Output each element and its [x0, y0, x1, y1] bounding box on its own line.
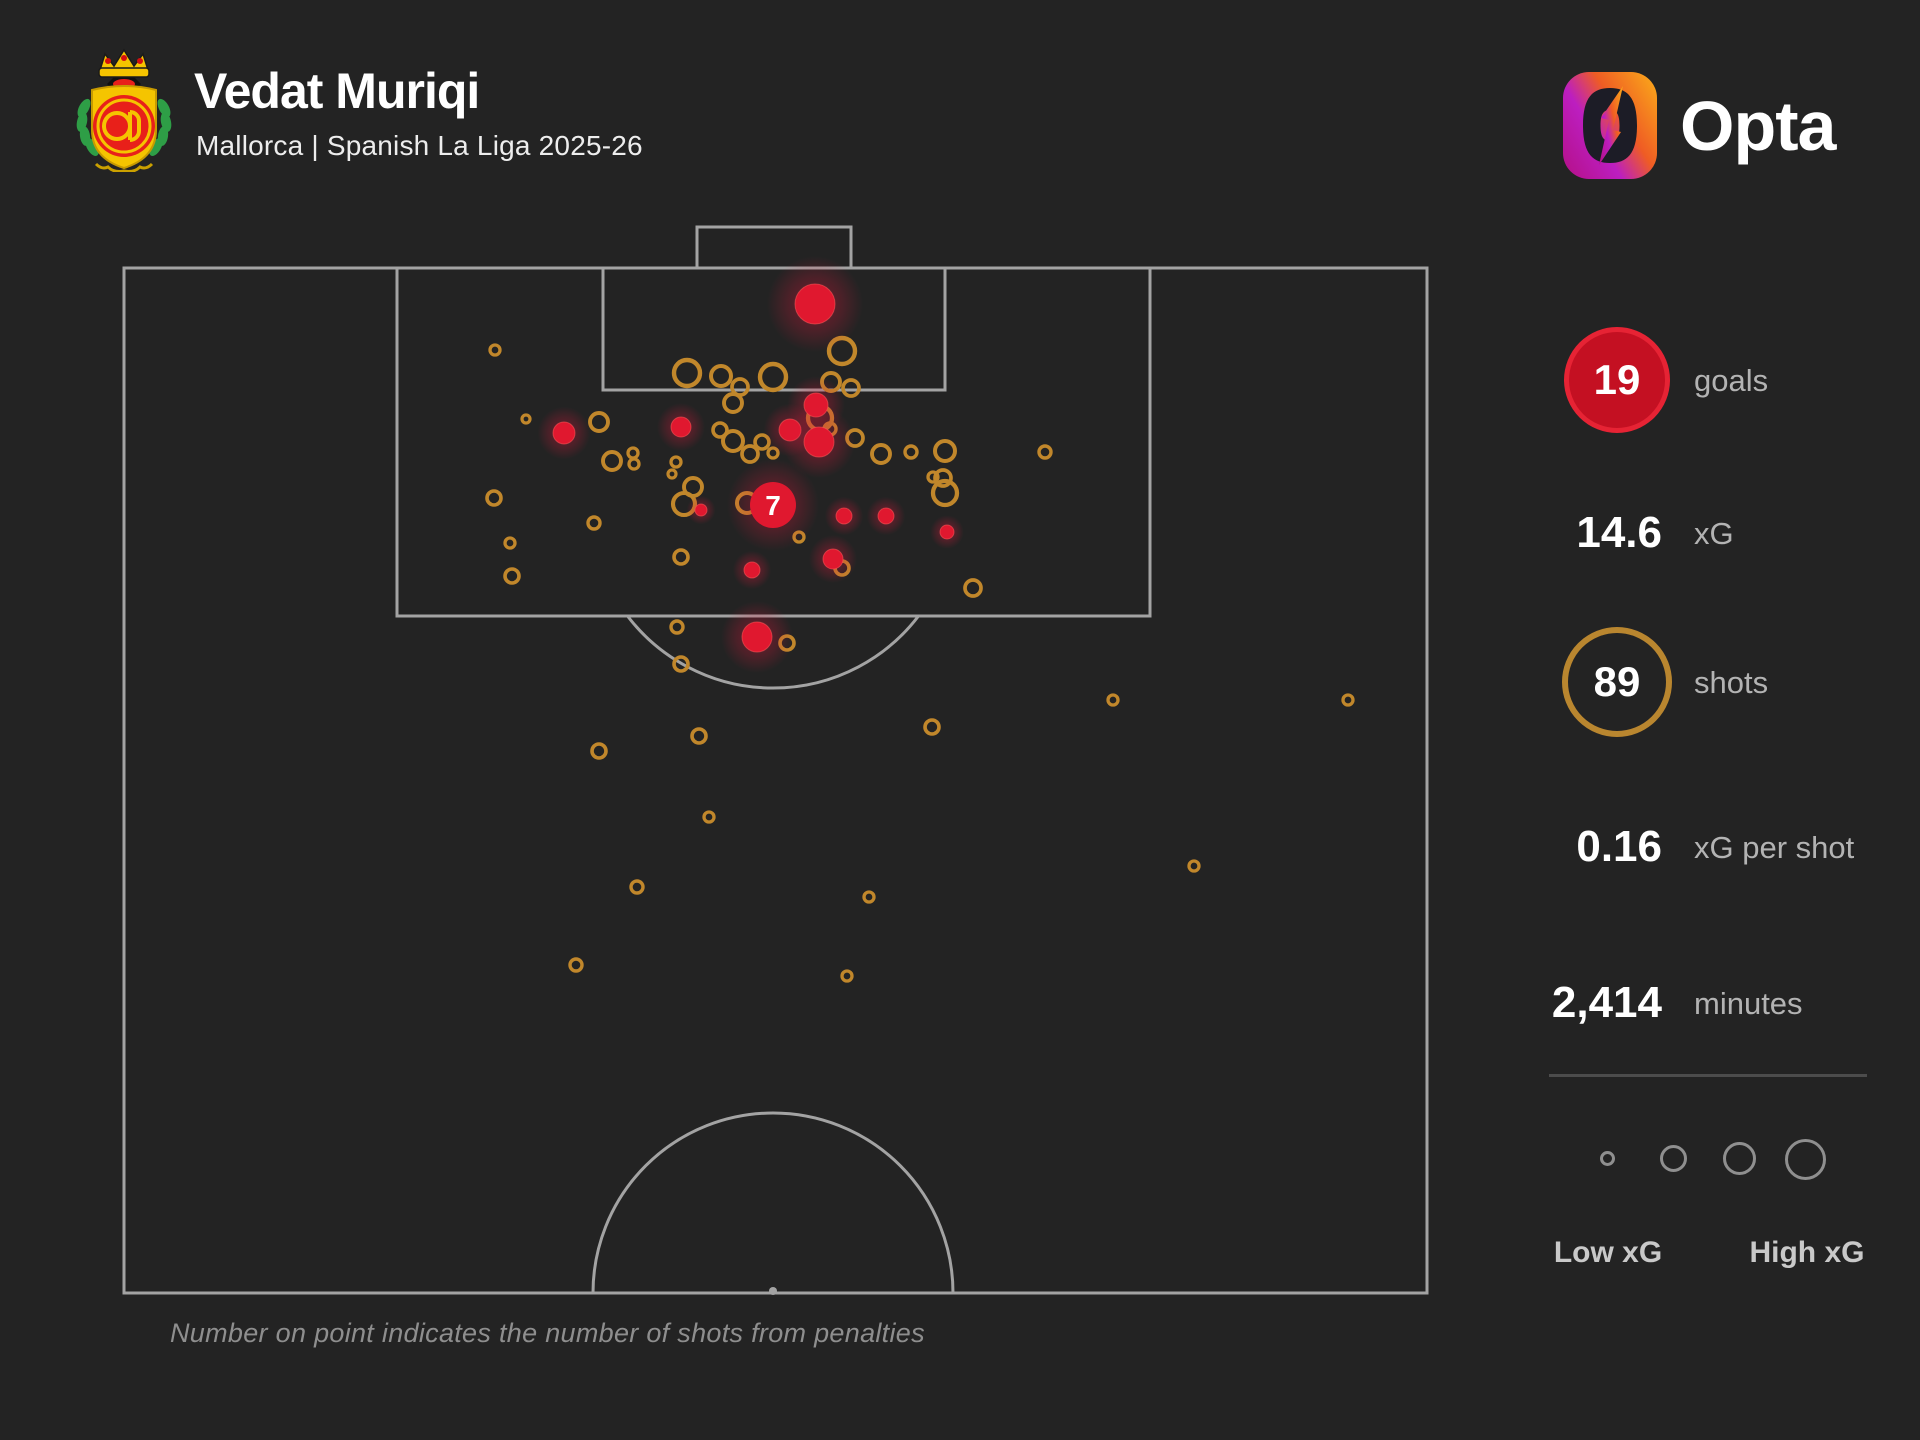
- shot-ring: [586, 515, 602, 531]
- minutes-label: minutes: [1694, 986, 1803, 1021]
- xg-value: 14.6: [1576, 508, 1662, 557]
- shot-ring: [488, 343, 502, 357]
- goal-dot: [822, 548, 844, 570]
- xg-per-shot-label: xG per shot: [1694, 830, 1855, 865]
- shot-ring: [840, 969, 854, 983]
- shot-ring: [666, 468, 678, 480]
- shot-ring: [601, 450, 623, 472]
- goal-dot: [694, 503, 708, 517]
- shot-ring: [1187, 859, 1201, 873]
- shot-ring: [485, 489, 503, 507]
- shot-ring: [520, 413, 532, 425]
- shot-ring: [711, 421, 729, 439]
- shot-ring: [933, 468, 953, 488]
- legend-low-xg-label: Low xG: [1553, 1236, 1663, 1269]
- shot-ring: [503, 567, 521, 585]
- legend-high-xg-label: High xG: [1749, 1236, 1865, 1269]
- shot-ring: [757, 361, 789, 393]
- shot-ring: [626, 446, 640, 460]
- legend-size-circle-1: [1600, 1151, 1615, 1166]
- shot-ring: [702, 810, 716, 824]
- shot-ring: [669, 619, 685, 635]
- legend-size-circle-4: [1785, 1139, 1826, 1180]
- penalty-arc: [626, 615, 920, 690]
- shots-stat-circle: 89: [1562, 627, 1672, 737]
- legend-size-circle-3: [1723, 1142, 1756, 1175]
- shot-ring: [709, 364, 733, 388]
- shot-ring: [903, 444, 919, 460]
- goals-label: goals: [1694, 363, 1769, 398]
- page-subtitle: Mallorca | Spanish La Liga 2025-26: [196, 130, 643, 161]
- shot-ring: [1341, 693, 1355, 707]
- penalty-marker-count: 7: [765, 490, 781, 521]
- shot-ring: [722, 392, 744, 414]
- opta-logo-icon: [1563, 72, 1657, 179]
- shot-ring: [672, 548, 690, 566]
- goals-value: 19: [1593, 356, 1641, 403]
- shots-layer: 7: [485, 256, 1355, 983]
- penalty-marker: [750, 482, 796, 528]
- shot-ring: [870, 443, 892, 465]
- shot-ring: [588, 411, 610, 433]
- shot-ring: [1106, 693, 1120, 707]
- shot-ring: [933, 439, 957, 463]
- shot-ring: [930, 478, 960, 508]
- minutes-value: 2,414: [1551, 978, 1662, 1027]
- goal-dot: [835, 507, 853, 525]
- shots-label: shots: [1694, 665, 1769, 700]
- center-spot: [769, 1287, 777, 1295]
- goal-dot: [939, 524, 955, 540]
- shot-ring: [690, 727, 708, 745]
- goal-dot: [552, 421, 576, 445]
- shot-ring: [669, 455, 683, 469]
- shot-ring: [671, 357, 703, 389]
- center-circle: [591, 1111, 955, 1294]
- stats-divider: [1549, 1074, 1867, 1077]
- shot-ring: [963, 578, 983, 598]
- goal-dot: [741, 621, 773, 653]
- page-title: Vedat Muriqi: [194, 63, 480, 119]
- goal-dot: [877, 507, 895, 525]
- footnote: Number on point indicates the number of …: [170, 1318, 925, 1348]
- shot-ring: [926, 470, 940, 484]
- shot-ring: [672, 655, 690, 673]
- goal-dot: [670, 416, 692, 438]
- shot-ring: [841, 378, 861, 398]
- shot-ring: [721, 429, 745, 453]
- shot-ring: [862, 890, 876, 904]
- legend-size-circle-2: [1660, 1145, 1687, 1172]
- shot-ring: [1037, 444, 1053, 460]
- xg-label: xG: [1694, 516, 1734, 551]
- pitch-lines: [122, 225, 1429, 1295]
- shot-ring: [923, 718, 941, 736]
- goal-dot: [743, 561, 761, 579]
- goals-stat-circle: 19: [1564, 327, 1670, 433]
- shot-ring: [740, 444, 760, 464]
- goal-dot: [803, 426, 835, 458]
- goal-dot: [794, 283, 836, 325]
- mallorca-crest: [76, 48, 172, 172]
- shots-value: 89: [1593, 658, 1641, 705]
- shot-ring: [503, 536, 517, 550]
- shot-ring: [568, 957, 584, 973]
- brand-name: Opta: [1680, 87, 1836, 165]
- shot-ring: [590, 742, 608, 760]
- shot-ring: [629, 879, 645, 895]
- goal-frame: [695, 225, 853, 268]
- shot-ring: [627, 457, 641, 471]
- xg-per-shot-value: 0.16: [1576, 822, 1662, 871]
